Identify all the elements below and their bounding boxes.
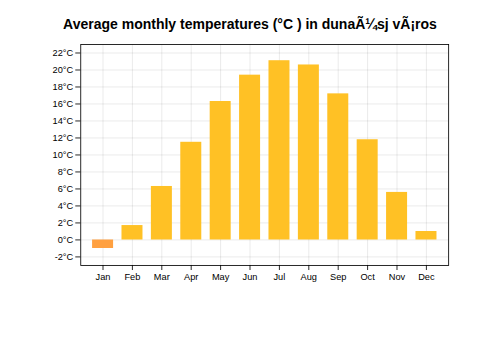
svg-text:16°C: 16°C xyxy=(53,99,74,109)
svg-text:Jan: Jan xyxy=(96,272,111,282)
svg-text:0°C: 0°C xyxy=(58,235,74,245)
svg-text:Sep: Sep xyxy=(330,272,346,282)
svg-text:14°C: 14°C xyxy=(53,116,74,126)
svg-text:6°C: 6°C xyxy=(58,184,74,194)
svg-text:Jun: Jun xyxy=(243,272,258,282)
svg-text:Apr: Apr xyxy=(184,272,198,282)
svg-text:20°C: 20°C xyxy=(53,65,74,75)
svg-text:12°C: 12°C xyxy=(53,133,74,143)
svg-text:18°C: 18°C xyxy=(53,82,74,92)
svg-text:Dec: Dec xyxy=(418,272,435,282)
svg-text:22°C: 22°C xyxy=(53,48,74,58)
svg-text:Oct: Oct xyxy=(360,272,375,282)
svg-text:Jul: Jul xyxy=(274,272,286,282)
svg-text:Mar: Mar xyxy=(154,272,170,282)
svg-text:2°C: 2°C xyxy=(58,218,74,228)
svg-text:10°C: 10°C xyxy=(53,150,74,160)
svg-text:Nov: Nov xyxy=(389,272,406,282)
svg-text:Aug: Aug xyxy=(301,272,317,282)
svg-text:May: May xyxy=(212,272,230,282)
html-text:Average monthly temperatures (: Average monthly temperatures (°C ) in du… xyxy=(63,16,437,32)
svg-text:4°C: 4°C xyxy=(58,201,74,211)
svg-text:-2°C: -2°C xyxy=(55,252,74,262)
svg-text:Feb: Feb xyxy=(124,272,140,282)
svg-text:8°C: 8°C xyxy=(58,167,74,177)
